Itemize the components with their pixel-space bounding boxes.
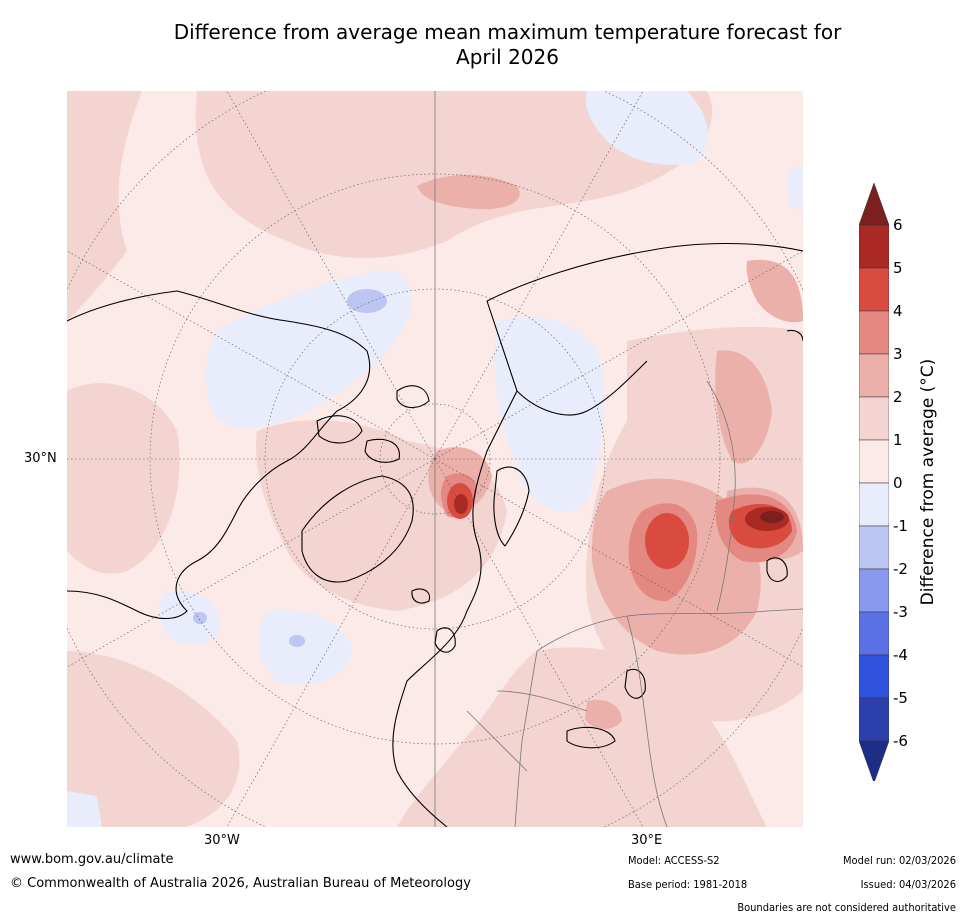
temperature-anomaly-map: [67, 91, 803, 827]
colorbar-tick-label: 5: [893, 259, 903, 277]
issued-text: Issued: 04/03/2026: [860, 878, 956, 891]
colorbar-tick-label: 3: [893, 345, 903, 363]
colorbar-tick-label: 2: [893, 388, 903, 406]
title-line-1: Difference from average mean maximum tem…: [173, 20, 842, 44]
colorbar-bin: [859, 267, 889, 312]
longitude-label-30e: 30°E: [631, 833, 663, 848]
colorbar-tick-label: 0: [893, 474, 903, 492]
colorbar-tick-label: -1: [893, 517, 908, 535]
disclaimer-text: Boundaries are not considered authoritat…: [737, 901, 956, 914]
colorbar-bin: [859, 353, 889, 398]
website-link[interactable]: www.bom.gov.au/climate: [10, 852, 174, 867]
colorbar-bin: [859, 482, 889, 527]
colorbar-tick-label: -6: [893, 732, 908, 750]
colorbar-label: Difference from average (°C): [918, 358, 938, 606]
colorbar-bin: [859, 568, 889, 613]
country-borders: [466, 380, 803, 827]
colorbar-bin: [859, 654, 889, 699]
anomaly-above-6-cores: [760, 511, 784, 523]
coastlines: [67, 242, 803, 827]
longitude-label-30w: 30°W: [204, 833, 240, 848]
colorbar-tick-label: 4: [893, 302, 903, 320]
anomaly-neg2-to-neg1-patches: [193, 289, 387, 647]
colorbar-bin: [859, 611, 889, 656]
colorbar-tick-label: -2: [893, 560, 908, 578]
colorbar-bin: [859, 525, 889, 570]
title-line-2: April 2026: [456, 45, 559, 69]
colorbar-tick-label: -4: [893, 646, 908, 664]
map-title: Difference from average mean maximum tem…: [60, 20, 955, 70]
colorbar-extend-min: [859, 740, 889, 781]
model-run-text: Model run: 02/03/2026: [843, 854, 956, 867]
colorbar-bin: [859, 310, 889, 355]
colorbar-bin: [859, 439, 889, 484]
colorbar-bin: [859, 396, 889, 441]
colorbar-extend-max: [859, 183, 889, 226]
copyright-text: © Commonwealth of Australia 2026, Austra…: [10, 876, 471, 891]
colorbar-tick-label: -5: [893, 689, 908, 707]
colorbar-bin: [859, 224, 889, 269]
colorbar: [859, 183, 889, 781]
base-period-text: Base period: 1981-2018: [628, 878, 748, 891]
graticule: [67, 91, 803, 827]
colorbar-tick-label: 6: [893, 216, 903, 234]
colorbar-tick-label: 1: [893, 431, 903, 449]
colorbar-tick-label: -3: [893, 603, 908, 621]
colorbar-bin: [859, 697, 889, 742]
latitude-label-30n: 30°N: [24, 451, 57, 466]
model-text: Model: ACCESS-S2: [628, 854, 720, 867]
map-canvas: [67, 91, 803, 827]
